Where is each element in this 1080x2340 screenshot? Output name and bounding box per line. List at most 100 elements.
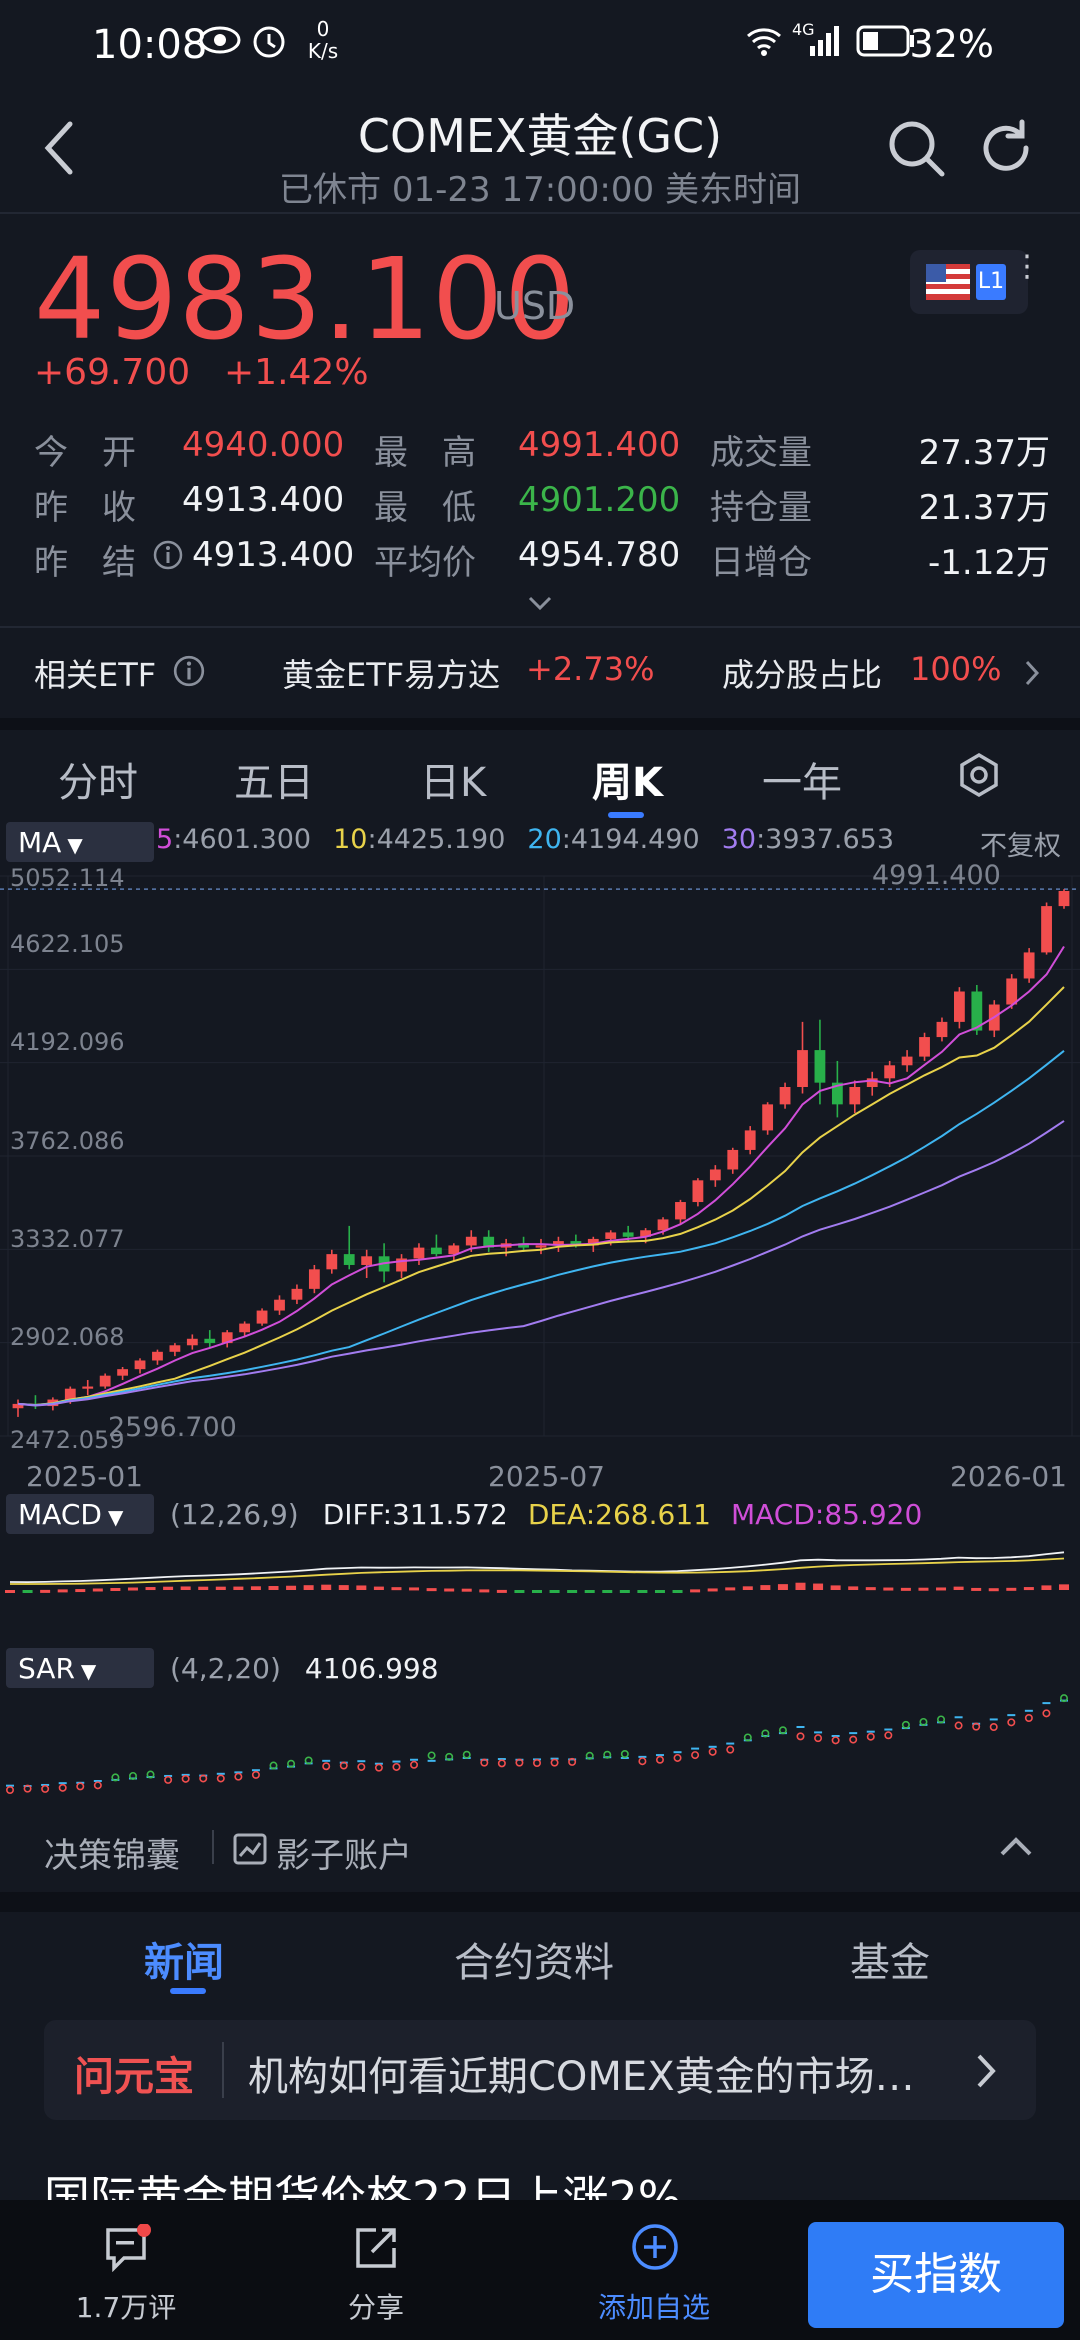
info-icon[interactable] — [172, 654, 206, 688]
sar-dot — [550, 1758, 559, 1767]
header: COMEX黄金(GC) 已休市 01-23 17:00:00 美东时间 — [0, 90, 1080, 210]
etf-change: +2.73% — [526, 650, 655, 688]
candle-body — [692, 1180, 704, 1203]
comments-count[interactable]: 1.7万评 — [75, 2291, 177, 2324]
ai-assistant-bar[interactable]: 问元宝 机构如何看近期COMEX黄金的市场… — [44, 2020, 1036, 2120]
add-watchlist-icon[interactable] — [630, 2222, 680, 2272]
share-icon[interactable] — [352, 2224, 400, 2272]
candle-body — [640, 1230, 652, 1237]
tab-contract-info[interactable]: 合约资料 — [454, 1940, 614, 1986]
more-icon[interactable]: ⋮ — [1012, 249, 1042, 284]
sar-dot — [866, 1732, 875, 1741]
sar-dot — [937, 1715, 946, 1724]
decision-tool[interactable]: 决策锦囊 — [44, 1836, 180, 1876]
stat-value: 27.37万 — [918, 433, 1050, 473]
search-icon[interactable] — [886, 118, 946, 178]
macd-bar — [1006, 1587, 1017, 1591]
y-tick: 2472.059 — [10, 1426, 125, 1454]
tab-five-day[interactable]: 五日 — [234, 760, 314, 806]
sar-dot — [603, 1750, 612, 1759]
sar-dot — [655, 1755, 664, 1764]
tab-intraday[interactable]: 分时 — [58, 760, 138, 806]
sar-dot — [6, 1786, 15, 1795]
macd-chart — [5, 1551, 1069, 1593]
macd-bar — [532, 1590, 542, 1593]
macd-bar — [619, 1590, 630, 1593]
refresh-icon[interactable] — [976, 118, 1036, 178]
sar-dot — [462, 1750, 471, 1759]
adjust-mode[interactable]: 不复权 — [980, 831, 1061, 862]
macd-bar — [742, 1586, 753, 1590]
tab-daily-k[interactable]: 日K — [420, 760, 487, 806]
change-percent: +1.42% — [224, 352, 369, 393]
section-gap — [0, 718, 1080, 730]
shadow-account[interactable]: 影子账户 — [276, 1836, 412, 1876]
add-watchlist-label[interactable]: 添加自选 — [597, 2291, 710, 2324]
tab-fund[interactable]: 基金 — [850, 1940, 930, 1986]
tab-news[interactable]: 新闻 — [144, 1940, 224, 1986]
ma20-value: :4194.490 — [561, 824, 700, 855]
etf-name[interactable]: 黄金ETF易方达 — [282, 656, 501, 694]
macd-bar — [338, 1585, 349, 1590]
candle-body — [1006, 978, 1018, 1005]
back-icon[interactable] — [40, 120, 80, 176]
level-badge-wrap[interactable]: L1 ⋮ — [910, 250, 1042, 314]
ma5-key: 5 — [156, 824, 174, 855]
x-tick: 2026-01 — [950, 1460, 1067, 1493]
macd-bar — [40, 1589, 51, 1593]
candle-body — [518, 1243, 529, 1248]
macd-bar — [514, 1590, 525, 1593]
sar-dot — [480, 1758, 489, 1767]
change-amount: +69.700 — [34, 352, 191, 393]
share-label[interactable]: 分享 — [347, 2291, 404, 2324]
chart-settings-icon[interactable] — [956, 752, 1002, 798]
collapse-icon[interactable] — [996, 1832, 1036, 1860]
stat-value: 21.37万 — [918, 488, 1050, 528]
comment-icon[interactable] — [104, 2224, 154, 2272]
macd-bar — [303, 1585, 314, 1590]
candle-body — [117, 1369, 129, 1376]
sar-dot — [234, 1772, 243, 1781]
macd-bar — [356, 1585, 367, 1590]
chevron-right-icon[interactable] — [1022, 658, 1042, 688]
candle-body — [901, 1056, 913, 1066]
expand-icon[interactable] — [526, 594, 554, 614]
macd-bar — [57, 1589, 68, 1593]
candle-body — [430, 1247, 442, 1255]
sar-dot — [796, 1732, 805, 1741]
candlestick-chart[interactable] — [0, 864, 1080, 1456]
x-tick: 2025-01 — [26, 1460, 143, 1493]
candle-body — [953, 991, 965, 1022]
macd-selector[interactable]: MACD ▼ — [6, 1494, 154, 1534]
sar-value: 4106.998 — [304, 1652, 439, 1685]
macd-bar — [777, 1584, 788, 1590]
ma-line-10 — [17, 986, 1065, 1407]
ma-selector[interactable]: MA ▼ — [6, 822, 154, 862]
tab-one-year[interactable]: 一年 — [762, 760, 842, 806]
sar-dot — [1042, 1709, 1051, 1718]
ma30-value: :3937.653 — [756, 824, 895, 855]
tab-weekly-k[interactable]: 周K — [592, 760, 663, 806]
sar-selector[interactable]: SAR ▼ — [6, 1648, 154, 1688]
component-label[interactable]: 成分股占比 — [722, 656, 883, 694]
candle-body — [413, 1247, 425, 1259]
macd-bar — [250, 1586, 261, 1590]
info-icon[interactable] — [152, 539, 184, 571]
stat-value: 4901.200 — [518, 480, 681, 520]
stat-value: 4913.400 — [192, 535, 355, 575]
sar-dot — [515, 1758, 524, 1767]
macd-selector-label: MACD — [18, 1498, 102, 1531]
y-tick: 4622.105 — [10, 930, 125, 958]
sar-dot — [199, 1774, 208, 1783]
sar-dot — [585, 1751, 594, 1760]
active-news-tab-indicator — [170, 1988, 206, 1994]
macd-bar — [215, 1586, 226, 1590]
macd-bar — [321, 1584, 332, 1590]
macd-bar — [760, 1585, 771, 1590]
candle-body — [570, 1241, 582, 1246]
macd-bar — [110, 1588, 121, 1592]
macd-bar — [286, 1585, 297, 1590]
buy-index-button[interactable]: 买指数 — [808, 2222, 1064, 2328]
candle-body — [553, 1241, 564, 1246]
candle-body — [936, 1021, 948, 1038]
